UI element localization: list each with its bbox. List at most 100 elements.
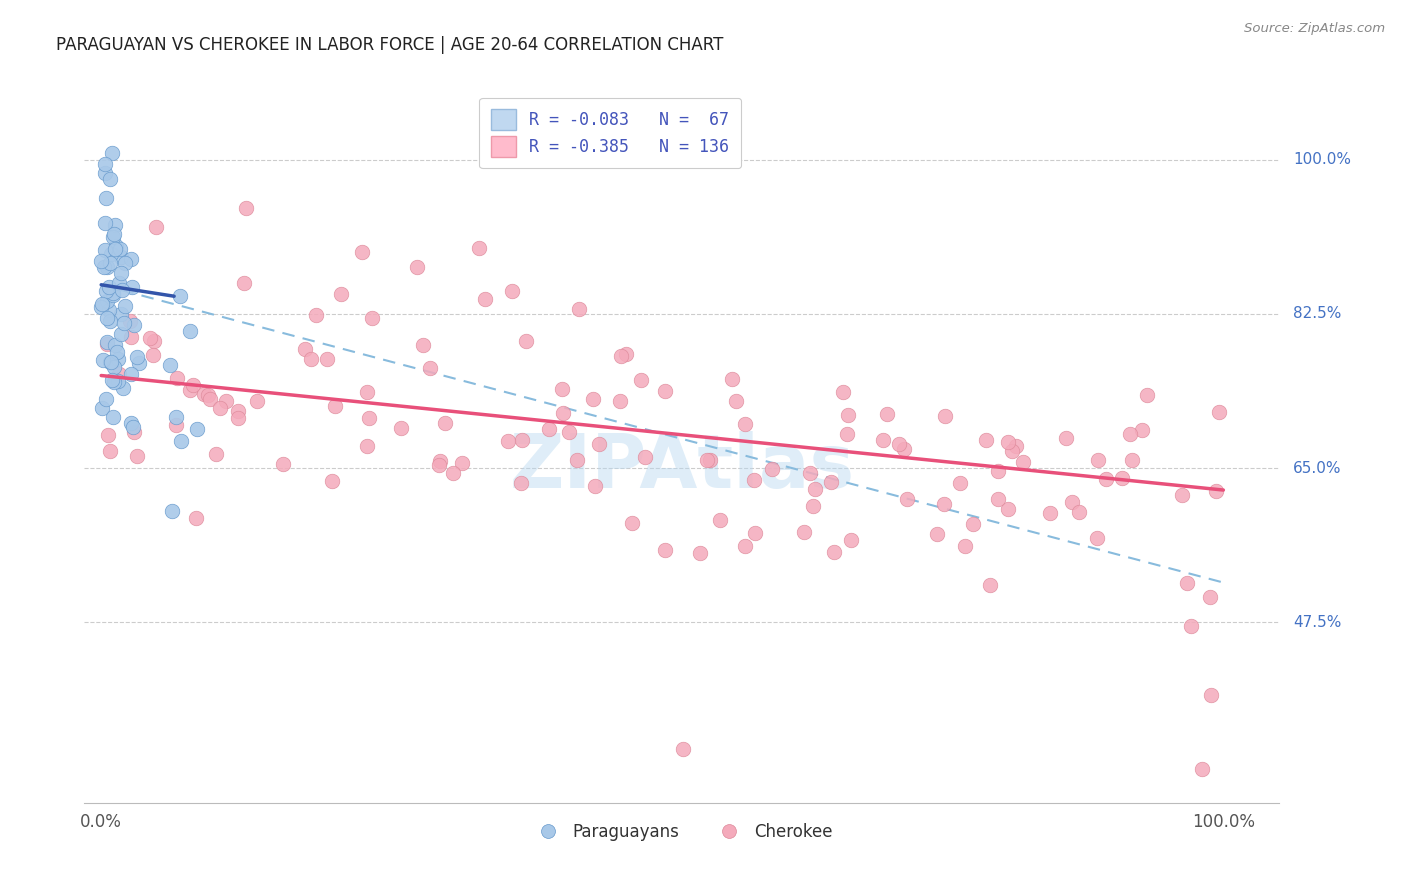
Point (932, 497, 955, 511)
Point (165, 418, 187, 433)
Point (1004, 439, 1026, 453)
Point (1205, 484, 1227, 499)
Point (181, 378, 204, 392)
Point (271, 457, 294, 471)
Point (127, 450, 149, 464)
Point (120, 417, 142, 431)
Point (724, 394, 747, 409)
Point (949, 475, 972, 490)
Point (159, 358, 181, 372)
Point (389, 421, 412, 435)
Point (974, 433, 997, 447)
Point (515, 334, 537, 348)
Point (98, 355, 121, 369)
Point (837, 426, 859, 441)
Point (118, 313, 141, 327)
Point (330, 287, 353, 301)
Point (143, 334, 166, 349)
Point (405, 260, 427, 275)
Point (357, 411, 380, 425)
Text: 100.0%: 100.0% (1294, 153, 1351, 167)
Point (98, 444, 121, 458)
Point (987, 491, 1010, 506)
Point (96, 337, 118, 351)
Point (434, 416, 457, 430)
Point (1199, 688, 1222, 702)
Point (1199, 590, 1222, 604)
Point (979, 578, 1001, 592)
Point (94, 243, 117, 257)
Point (198, 392, 221, 406)
Point (696, 453, 718, 467)
Point (122, 420, 145, 434)
Point (96, 284, 118, 298)
Point (107, 374, 129, 388)
Point (987, 464, 1010, 478)
Point (103, 287, 125, 301)
Point (582, 392, 605, 406)
Point (361, 311, 384, 326)
Point (114, 299, 136, 313)
Point (744, 525, 766, 540)
Point (820, 475, 842, 489)
Point (721, 372, 744, 386)
Point (110, 307, 132, 321)
Point (299, 352, 322, 367)
Point (551, 382, 574, 396)
Point (450, 457, 472, 471)
Text: 47.5%: 47.5% (1294, 615, 1341, 630)
Point (100, 247, 122, 261)
Point (510, 475, 533, 490)
Point (110, 266, 132, 280)
Point (110, 242, 132, 256)
Text: ZIPAtlas: ZIPAtlas (509, 431, 855, 504)
Point (1094, 472, 1116, 486)
Point (186, 422, 208, 436)
Point (997, 435, 1019, 450)
Point (197, 387, 219, 401)
Point (538, 422, 561, 436)
Point (352, 244, 374, 259)
Point (304, 308, 326, 322)
Point (614, 347, 637, 361)
Point (94, 166, 117, 180)
Point (837, 408, 859, 422)
Point (90, 300, 112, 314)
Point (839, 533, 862, 547)
Point (103, 359, 125, 374)
Point (97, 279, 120, 293)
Point (474, 293, 496, 307)
Point (96, 191, 118, 205)
Point (91, 401, 114, 416)
Point (93, 260, 115, 274)
Point (226, 411, 249, 425)
Point (138, 331, 160, 345)
Point (1062, 495, 1084, 509)
Point (101, 285, 124, 300)
Point (294, 342, 316, 356)
Point (876, 408, 898, 422)
Point (103, 227, 125, 242)
Point (1012, 455, 1035, 469)
Point (761, 461, 783, 475)
Point (1171, 488, 1194, 502)
Point (316, 352, 339, 367)
Point (125, 350, 148, 364)
Point (734, 539, 756, 553)
Point (672, 742, 695, 756)
Point (100, 255, 122, 269)
Point (558, 425, 581, 440)
Point (1130, 423, 1153, 437)
Point (744, 473, 766, 487)
Point (108, 367, 131, 381)
Point (114, 316, 136, 330)
Point (793, 525, 815, 540)
Point (96, 294, 118, 309)
Point (588, 436, 610, 450)
Point (120, 252, 142, 267)
Text: 82.5%: 82.5% (1294, 306, 1341, 321)
Point (419, 360, 441, 375)
Point (630, 373, 652, 387)
Point (228, 404, 250, 418)
Point (1208, 405, 1230, 419)
